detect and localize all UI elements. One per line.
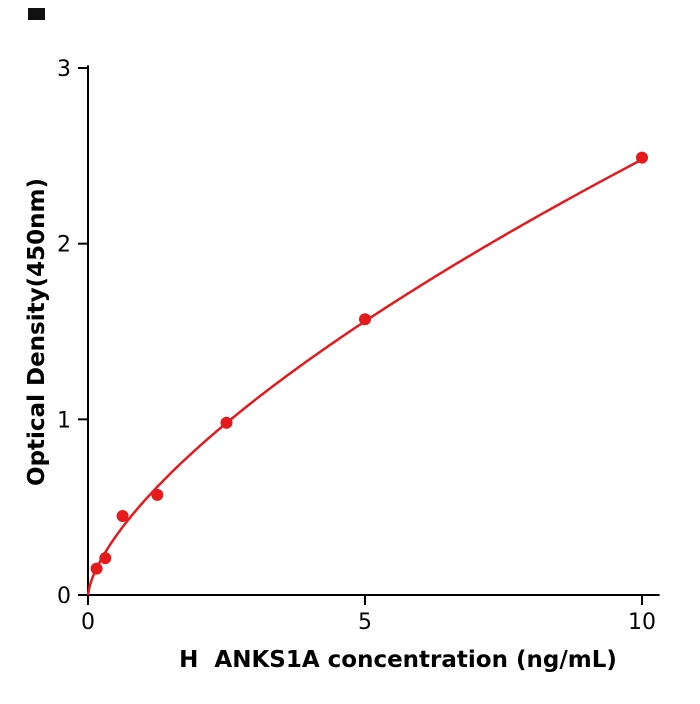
data-point [220, 416, 233, 429]
data-point [636, 151, 648, 164]
axes-spines [87, 65, 660, 596]
y-tick-label: 1 [57, 408, 71, 433]
x-tick-label: 0 [81, 610, 95, 635]
y-tick-label: 2 [57, 233, 71, 258]
x-tick-label: 5 [358, 610, 372, 635]
data-point [90, 562, 103, 575]
y-axis-label: Optical Density(450nm) [24, 178, 50, 486]
fit-curve [86, 158, 643, 596]
data-point [359, 313, 371, 326]
y-tick-label: 3 [57, 57, 71, 82]
data-point [116, 510, 129, 522]
data-point [151, 488, 164, 501]
y-tick-label: 0 [57, 584, 71, 609]
data-point [99, 552, 112, 565]
x-tick-label: 10 [628, 610, 656, 635]
x-axis-label: H ANKS1A concentration (ng/mL) [179, 647, 617, 673]
plot-area: 0 5 10 0 1 2 3 [57, 57, 660, 635]
corner-mark [28, 8, 45, 20]
